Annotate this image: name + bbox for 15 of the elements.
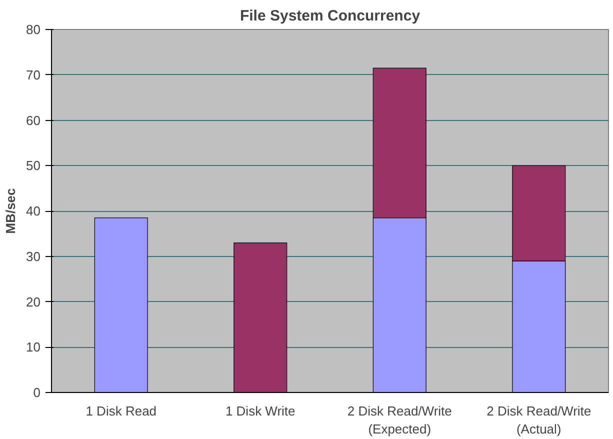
y-tick-label: 0	[33, 385, 41, 400]
x-tick-label: 1 Disk Write	[225, 404, 296, 418]
chart-title: File System Concurrency	[240, 8, 421, 24]
y-tick-label: 20	[26, 294, 41, 310]
y-tick-label: 30	[26, 248, 41, 264]
x-tick-label: 2 Disk Read/Write (Expected)	[347, 404, 452, 436]
y-tick-label: 60	[26, 112, 41, 128]
x-tick-label: 2 Disk Read/Write (Actual)	[486, 404, 592, 436]
y-tick-label: 40	[26, 204, 41, 218]
y-tick-label: 70	[26, 67, 41, 82]
y-tick-label: 50	[26, 158, 41, 174]
y-axis-title: MB/sec	[3, 188, 18, 234]
x-tick-label: 1 Disk Read	[86, 404, 157, 418]
y-tick-label: 80	[26, 22, 41, 37]
y-tick-label: 10	[26, 340, 41, 355]
